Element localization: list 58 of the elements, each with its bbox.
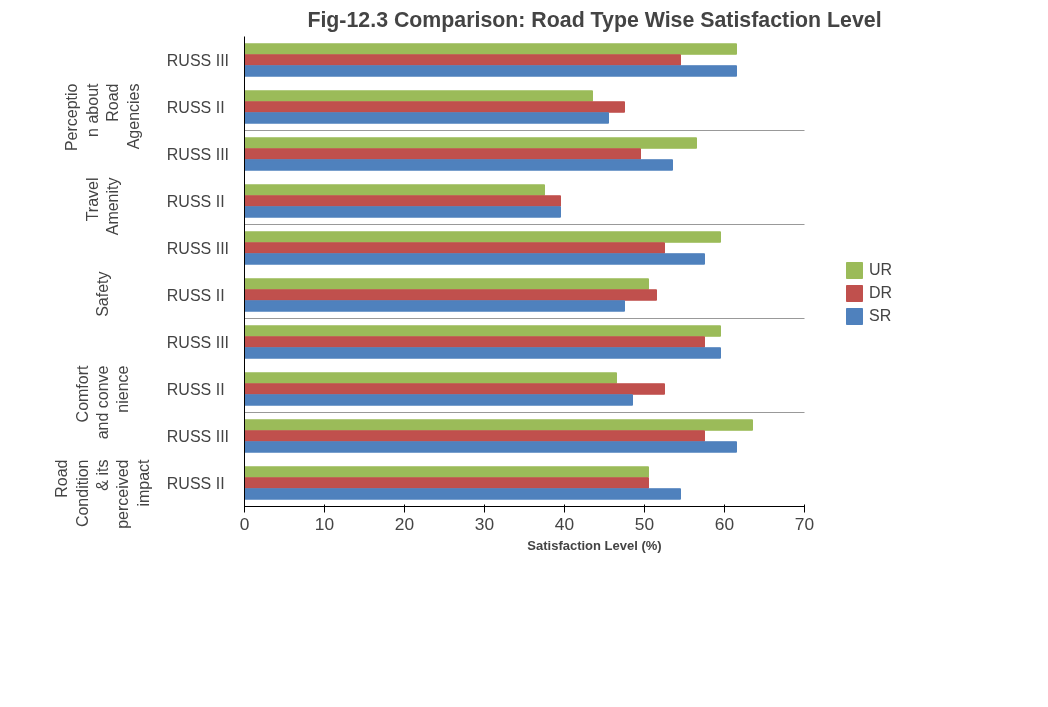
- x-tick-label: 70: [794, 513, 815, 534]
- bar: [244, 54, 681, 66]
- bar: [244, 430, 705, 442]
- x-tick-label: 0: [239, 513, 250, 534]
- y-tick-label: RUSS III: [166, 239, 230, 257]
- text: Safety: [94, 271, 111, 317]
- bar: [244, 65, 737, 77]
- bar: [244, 43, 737, 55]
- y-tick-label: RUSS II: [166, 474, 225, 492]
- bar: [244, 278, 649, 290]
- x-tick-label: 50: [634, 513, 655, 534]
- y-tick-label: RUSS II: [166, 98, 225, 116]
- text: Road Condition & its perceived impact: [53, 458, 152, 529]
- bar: [244, 253, 705, 265]
- bar: [244, 206, 561, 218]
- text: Travel Amenity: [83, 177, 122, 236]
- y-tick-label: RUSS II: [166, 192, 225, 210]
- bar: [244, 372, 617, 384]
- bar: [244, 242, 665, 254]
- legend-label: SR: [869, 307, 892, 325]
- y-tick-label: RUSS III: [166, 51, 230, 69]
- bar: [244, 383, 665, 395]
- y-tick-label: RUSS III: [166, 427, 230, 445]
- y-tick-label: RUSS II: [166, 286, 225, 304]
- bar: [244, 441, 737, 453]
- bar: [244, 347, 721, 359]
- x-tick-label: 40: [554, 513, 575, 534]
- x-tick-label: 60: [714, 513, 735, 534]
- x-tick-label: 10: [314, 513, 335, 534]
- bar: [244, 300, 625, 312]
- bar: [244, 101, 625, 113]
- y-tick-label: RUSS III: [166, 333, 230, 351]
- text: Perception about Road Agencies: [63, 82, 142, 152]
- bar: [244, 195, 561, 207]
- bar: [244, 477, 649, 489]
- chart-title: Fig-12.3 Comparison: Road Type Wise Satisfaction Level: [307, 7, 882, 32]
- bar: [244, 336, 705, 348]
- x-tick-label: 20: [394, 513, 415, 534]
- bar: [244, 289, 657, 301]
- y-tick-label: RUSS III: [166, 145, 230, 163]
- bar: [244, 394, 633, 406]
- bar: [244, 325, 721, 337]
- y-tick-label: RUSS II: [166, 380, 225, 398]
- bar: [244, 231, 721, 243]
- bar: [244, 112, 609, 124]
- bar: [244, 159, 673, 171]
- text: Comfort and convenience: [73, 364, 132, 440]
- bar: [244, 90, 593, 102]
- bar: [244, 137, 697, 149]
- bar: [244, 419, 753, 431]
- bar: [244, 184, 545, 196]
- x-axis-title: Satisfaction Level (%): [527, 537, 662, 553]
- bar: [244, 488, 681, 500]
- bar: [244, 466, 649, 478]
- legend-label: UR: [869, 261, 893, 279]
- bar: [244, 148, 641, 160]
- x-tick-label: 30: [474, 513, 495, 534]
- legend-label: DR: [869, 284, 893, 302]
